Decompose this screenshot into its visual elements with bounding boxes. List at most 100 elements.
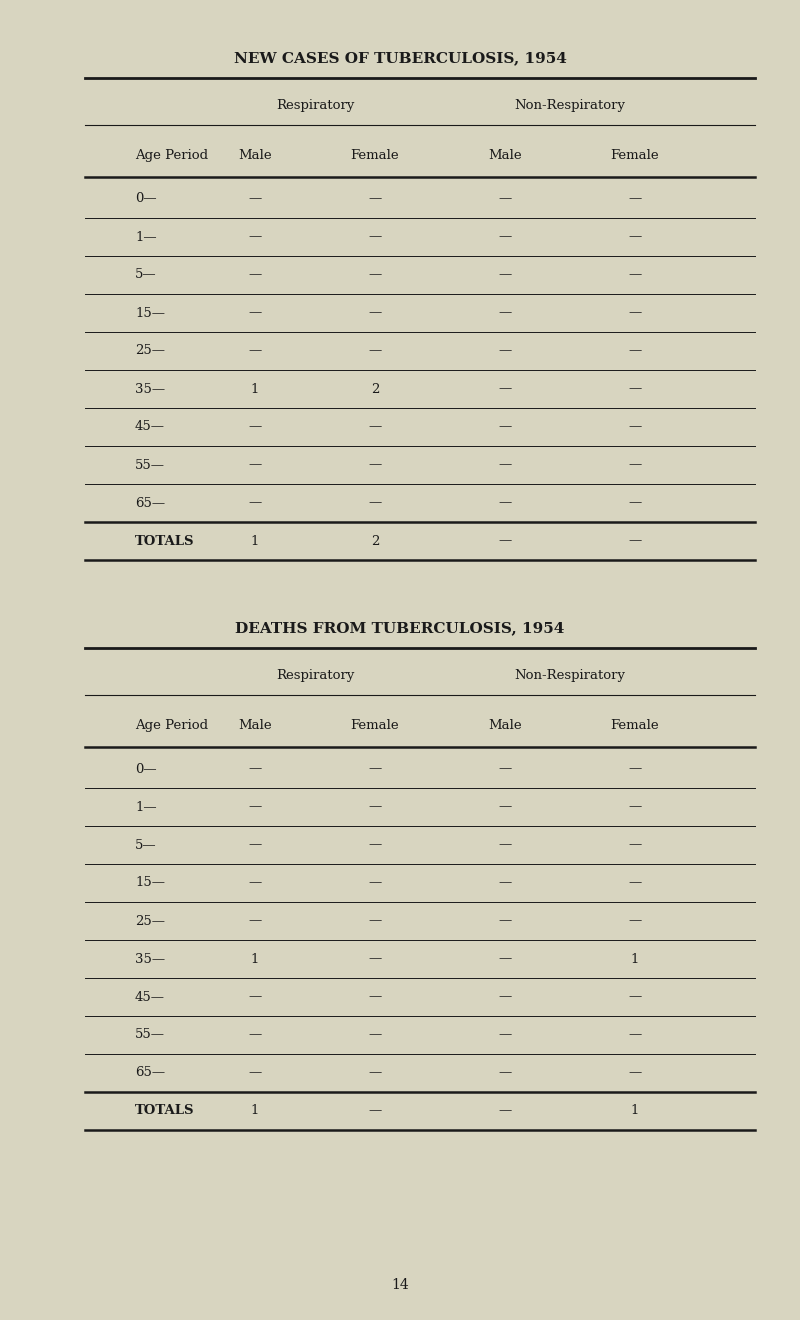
Text: —: —	[248, 1067, 262, 1080]
Text: Age Period: Age Period	[135, 149, 208, 161]
Text: DEATHS FROM TUBERCULOSIS, 1954: DEATHS FROM TUBERCULOSIS, 1954	[235, 620, 565, 635]
Text: 15—: 15—	[135, 306, 165, 319]
Text: —: —	[248, 231, 262, 243]
Text: —: —	[368, 306, 382, 319]
Text: —: —	[498, 458, 512, 471]
Text: 55—: 55—	[135, 458, 165, 471]
Text: 65—: 65—	[135, 496, 165, 510]
Text: 1: 1	[251, 535, 259, 548]
Text: Non-Respiratory: Non-Respiratory	[514, 668, 626, 681]
Text: —: —	[368, 345, 382, 358]
Text: Male: Male	[238, 718, 272, 731]
Text: —: —	[628, 990, 642, 1003]
Text: —: —	[368, 193, 382, 206]
Text: —: —	[248, 345, 262, 358]
Text: —: —	[498, 915, 512, 928]
Text: TOTALS: TOTALS	[135, 535, 194, 548]
Text: —: —	[248, 990, 262, 1003]
Text: —: —	[368, 763, 382, 776]
Text: —: —	[248, 915, 262, 928]
Text: —: —	[248, 268, 262, 281]
Text: —: —	[498, 1028, 512, 1041]
Text: —: —	[248, 876, 262, 890]
Text: —: —	[628, 268, 642, 281]
Text: —: —	[628, 800, 642, 813]
Text: —: —	[368, 990, 382, 1003]
Text: —: —	[368, 1067, 382, 1080]
Text: —: —	[368, 838, 382, 851]
Text: —: —	[628, 535, 642, 548]
Text: Female: Female	[350, 149, 399, 161]
Text: —: —	[628, 876, 642, 890]
Text: 2: 2	[371, 383, 379, 396]
Text: —: —	[368, 1028, 382, 1041]
Text: —: —	[498, 421, 512, 433]
Text: 55—: 55—	[135, 1028, 165, 1041]
Text: —: —	[248, 763, 262, 776]
Text: 1: 1	[631, 1105, 639, 1118]
Text: —: —	[498, 990, 512, 1003]
Text: —: —	[628, 193, 642, 206]
Text: NEW CASES OF TUBERCULOSIS, 1954: NEW CASES OF TUBERCULOSIS, 1954	[234, 51, 566, 65]
Text: —: —	[628, 231, 642, 243]
Text: —: —	[498, 1105, 512, 1118]
Text: 45—: 45—	[135, 421, 165, 433]
Text: —: —	[498, 800, 512, 813]
Text: Male: Male	[488, 149, 522, 161]
Text: 5—: 5—	[135, 268, 157, 281]
Text: —: —	[248, 800, 262, 813]
Text: —: —	[248, 421, 262, 433]
Text: —: —	[628, 838, 642, 851]
Text: —: —	[248, 458, 262, 471]
Text: 1—: 1—	[135, 231, 157, 243]
Text: —: —	[498, 268, 512, 281]
Text: —: —	[368, 800, 382, 813]
Text: —: —	[248, 1028, 262, 1041]
Text: —: —	[628, 1067, 642, 1080]
Text: —: —	[498, 953, 512, 965]
Text: —: —	[628, 306, 642, 319]
Text: —: —	[248, 193, 262, 206]
Text: —: —	[368, 231, 382, 243]
Text: —: —	[628, 763, 642, 776]
Text: —: —	[628, 1028, 642, 1041]
Text: Female: Female	[350, 718, 399, 731]
Text: —: —	[368, 421, 382, 433]
Text: —: —	[248, 306, 262, 319]
Text: —: —	[368, 953, 382, 965]
Text: 45—: 45—	[135, 990, 165, 1003]
Text: —: —	[628, 421, 642, 433]
Text: —: —	[628, 345, 642, 358]
Text: —: —	[628, 496, 642, 510]
Text: —: —	[368, 496, 382, 510]
Text: 1: 1	[251, 383, 259, 396]
Text: Male: Male	[238, 149, 272, 161]
Text: 2: 2	[371, 535, 379, 548]
Text: —: —	[368, 876, 382, 890]
Text: —: —	[628, 915, 642, 928]
Text: Non-Respiratory: Non-Respiratory	[514, 99, 626, 111]
Text: —: —	[368, 268, 382, 281]
Text: —: —	[628, 383, 642, 396]
Text: —: —	[498, 345, 512, 358]
Text: —: —	[248, 496, 262, 510]
Text: 35—: 35—	[135, 953, 165, 965]
Text: Female: Female	[610, 718, 659, 731]
Text: —: —	[498, 838, 512, 851]
Text: 14: 14	[391, 1278, 409, 1292]
Text: TOTALS: TOTALS	[135, 1105, 194, 1118]
Text: —: —	[498, 231, 512, 243]
Text: —: —	[498, 535, 512, 548]
Text: —: —	[628, 458, 642, 471]
Text: 1: 1	[251, 1105, 259, 1118]
Text: —: —	[498, 1067, 512, 1080]
Text: 1: 1	[251, 953, 259, 965]
Text: —: —	[498, 383, 512, 396]
Text: —: —	[368, 915, 382, 928]
Text: Male: Male	[488, 718, 522, 731]
Text: 0—: 0—	[135, 763, 157, 776]
Text: —: —	[498, 496, 512, 510]
Text: —: —	[248, 838, 262, 851]
Text: Female: Female	[610, 149, 659, 161]
Text: 1: 1	[631, 953, 639, 965]
